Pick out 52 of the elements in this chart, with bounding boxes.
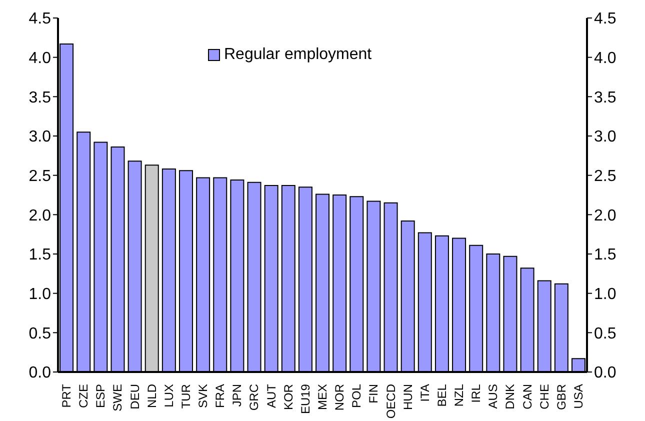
x-tick-label: TUR — [178, 384, 193, 409]
y-tick-label: 2.0 — [28, 207, 52, 224]
x-tick-label: FRA — [213, 384, 228, 408]
y2-tick-label: 1.5 — [594, 246, 616, 264]
y-tick-label: 3.5 — [28, 89, 52, 106]
x-tick-label: USA — [571, 384, 586, 409]
x-tick-label: ESP — [94, 384, 108, 408]
x-tick-label: POL — [350, 384, 364, 408]
x-tick-label: MEX — [316, 384, 330, 410]
x-tick-label: ITA — [418, 384, 432, 402]
x-tick-label: NOR — [332, 384, 347, 411]
y2-tick-label: 1.0 — [594, 286, 616, 304]
x-tick-label: SWE — [110, 384, 125, 412]
y2-tick-label: 4.5 — [594, 10, 616, 28]
x-tick-label: GRC — [247, 384, 262, 411]
y-tick-label: 4.5 — [28, 10, 52, 28]
x-tick-label: EU19 — [298, 384, 312, 414]
y-tick-label: 3.0 — [28, 128, 52, 146]
y2-tick-label: 4.0 — [594, 50, 616, 68]
x-tick-label: AUS — [486, 384, 500, 409]
y2-tick-label: 0.5 — [594, 325, 616, 342]
x-tick-label: CHE — [537, 384, 552, 410]
y-tick-label: 1.5 — [28, 246, 52, 264]
x-tick-label: IRL — [469, 384, 484, 403]
y-tick-label: 2.5 — [28, 168, 52, 186]
x-tick-label: KOR — [281, 384, 296, 410]
y2-tick-label: 3.0 — [594, 128, 616, 146]
x-tick-label: NLD — [144, 384, 159, 408]
y2-tick-label: 0.0 — [594, 364, 616, 382]
y-tick-label: 0.5 — [28, 325, 52, 342]
y-tick-label: 1.0 — [28, 286, 52, 304]
y2-tick-label: 3.5 — [594, 89, 616, 106]
y-tick-label: 4.0 — [28, 50, 52, 68]
x-tick-label: JPN — [230, 384, 244, 407]
x-tick-label: GBR — [554, 384, 568, 410]
x-tick-label: DEU — [128, 384, 142, 410]
x-tick-label: DNK — [503, 384, 518, 410]
y2-tick-label: 2.0 — [594, 207, 616, 224]
y2-tick-label: 2.5 — [594, 168, 616, 186]
x-tick-label: SVK — [196, 384, 210, 408]
x-tick-label: PRT — [60, 383, 74, 408]
legend-label: Regular employment — [224, 46, 372, 64]
x-tick-label: HUN — [400, 384, 415, 410]
x-tick-label: CAN — [520, 384, 534, 410]
x-tick-label: LUX — [162, 384, 176, 408]
x-tick-label: BEL — [434, 384, 449, 407]
x-tick-label: FIN — [366, 384, 381, 404]
x-tick-label: CZE — [76, 384, 91, 408]
x-tick-label: AUT — [264, 383, 278, 408]
x-tick-label: NZL — [452, 384, 466, 407]
y-tick-label: 0.0 — [28, 364, 52, 382]
x-tick-label: OECD — [384, 384, 398, 419]
